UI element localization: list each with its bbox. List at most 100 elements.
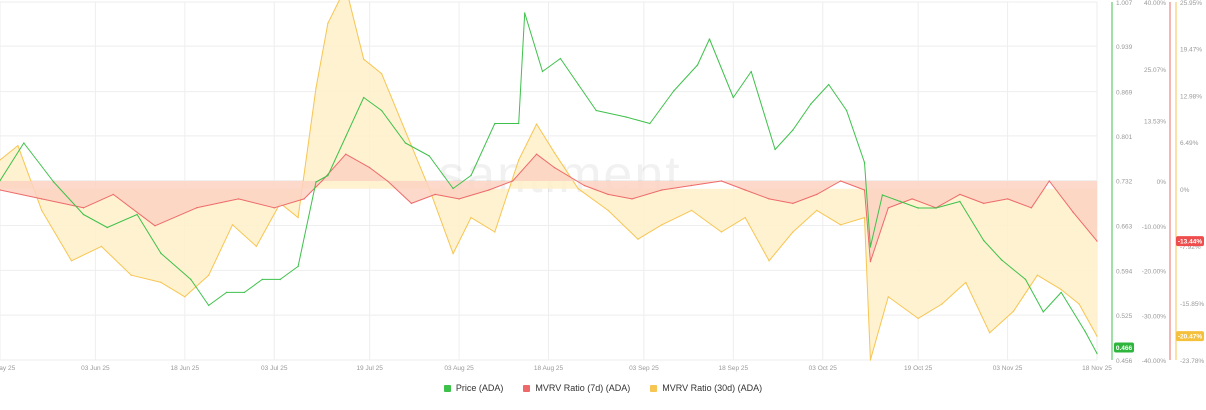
mvrv30-series-point [607, 209, 609, 212]
x-tick-label: 03 Aug 25 [444, 365, 474, 372]
price-tick-label: 0.801 [1116, 134, 1133, 141]
x-tick-label: 18 Sep 25 [719, 365, 749, 372]
price-series-point [404, 142, 407, 144]
mvrv30-series-point [660, 224, 663, 226]
mvrv30-series-point [839, 224, 842, 226]
x-tick-label: 18 May 25 [0, 365, 16, 372]
price-series-point [428, 155, 431, 157]
mvrv7-series-point [959, 193, 961, 196]
mvrv7-series-point [1030, 207, 1033, 209]
mvrv30-tick-label: 25.95% [1180, 0, 1202, 7]
price-series-point [649, 122, 651, 125]
price-series-point [917, 207, 919, 209]
mvrv7-series-point [911, 198, 913, 200]
mvrv7-series-point [690, 184, 693, 187]
mvrv7-tick-label: 13.53% [1144, 118, 1166, 125]
price-series-point [470, 174, 472, 177]
price-series-point [845, 109, 848, 112]
mvrv30-series-point [720, 231, 723, 233]
legend-label-price: Price (ADA) [455, 383, 504, 393]
mvrv30-series-point [130, 274, 132, 276]
mvrv7-tick-label: -40.00% [1142, 358, 1166, 365]
mvrv7-series-point [237, 198, 240, 200]
mvrv7-series-point [40, 198, 43, 200]
mvrv7-series-point [720, 180, 723, 182]
price-tick-label: 0.594 [1116, 268, 1133, 275]
mvrv7-series-point [273, 207, 276, 209]
mvrv30-series-point [494, 231, 496, 233]
mvrv7-series-point [488, 189, 490, 191]
price-series-point [243, 291, 246, 294]
mvrv30-series-point [792, 231, 794, 233]
mvrv7-series-point [112, 193, 115, 196]
mvrv7-series-point [1096, 240, 1098, 242]
price-series-point [23, 142, 25, 144]
mvrv30-tick-label: 0% [1180, 187, 1190, 194]
legend-label-mvrv7: MVRV Ratio (7d) (ADA) [535, 383, 631, 393]
mvrv30-series-point [1078, 303, 1080, 305]
mvrv30-series-point [231, 224, 234, 226]
mvrv30-tick-label: -7.92% [1180, 244, 1201, 251]
mvrv7-series-point [511, 180, 514, 182]
price-series-point [315, 181, 317, 183]
price-series-point [327, 174, 329, 177]
legend-swatch-mvrv7 [523, 384, 531, 392]
x-tick-label: 19 Jul 25 [356, 365, 383, 372]
mvrv30-series-point [0, 159, 1, 161]
mvrv7-series-point [792, 202, 794, 205]
price-series-point [1024, 278, 1027, 281]
price-series-point [595, 109, 597, 112]
price-series-point [559, 57, 562, 60]
price-series-point [935, 207, 937, 209]
mvrv30-series-point [315, 87, 317, 89]
mvrv7-last-value-badge-bg [1176, 236, 1204, 247]
legend-item-price[interactable]: Price (ADA) [443, 383, 504, 393]
mvrv7-series-point [982, 202, 985, 205]
price-series-point [297, 265, 299, 268]
price-series-point [1000, 259, 1003, 261]
price-series-point [863, 161, 866, 164]
price-tick-label: 0.869 [1116, 90, 1133, 97]
price-series-point [750, 70, 753, 73]
mvrv7-tick-label: -10.00% [1142, 224, 1166, 231]
mvrv7-tick-label: -20.00% [1142, 269, 1166, 276]
price-series-point [106, 226, 109, 229]
x-tick-label: 03 Jul 25 [261, 365, 288, 372]
mvrv7-tick-label: -30.00% [1142, 313, 1166, 320]
price-series-point [82, 213, 85, 216]
mvrv7-series-point [195, 207, 198, 209]
price-series-point [160, 252, 162, 255]
legend-item-mvrv7[interactable]: MVRV Ratio (7d) (ADA) [523, 383, 630, 393]
price-series-point [261, 278, 264, 281]
mvrv30-series-point [768, 259, 770, 262]
mvrv7-series-point [386, 180, 389, 182]
x-tick-label: 03 Jun 25 [81, 365, 110, 372]
mvrv7-series-area [0, 154, 1097, 262]
mvrv30-series-point [1060, 288, 1063, 291]
mvrv7-series-point [768, 198, 770, 200]
legend-swatch-price [443, 384, 451, 392]
x-tick-label: 18 Jun 25 [171, 365, 200, 372]
mvrv30-series-point [327, 22, 329, 25]
mvrv7-series-point [631, 198, 633, 200]
x-tick-label: 18 Nov 25 [1082, 365, 1112, 372]
mvrv30-series-point [470, 216, 472, 219]
mvrv30-series-point [404, 130, 407, 133]
mvrv30-tick-label: 12.98% [1180, 93, 1202, 100]
legend-item-mvrv30[interactable]: MVRV Ratio (30d) (ADA) [650, 383, 762, 393]
mvrv30-series-point [577, 188, 580, 190]
price-series-point [869, 246, 872, 248]
mvrv30-series-point [160, 281, 162, 284]
legend-swatch-mvrv30 [650, 384, 658, 392]
mvrv7-series-point [660, 189, 663, 191]
mvrv7-series-point [535, 153, 538, 155]
price-series-point [708, 38, 711, 40]
mvrv7-last-value-badge: -13.44% [1176, 236, 1204, 247]
chart-legend: Price (ADA) MVRV Ratio (7d) (ADA) MVRV R… [0, 383, 1206, 393]
price-series-point [792, 129, 794, 131]
mvrv30-series-point [452, 252, 454, 255]
price-series-point [1042, 311, 1045, 313]
mvrv30-series-point [70, 259, 73, 262]
